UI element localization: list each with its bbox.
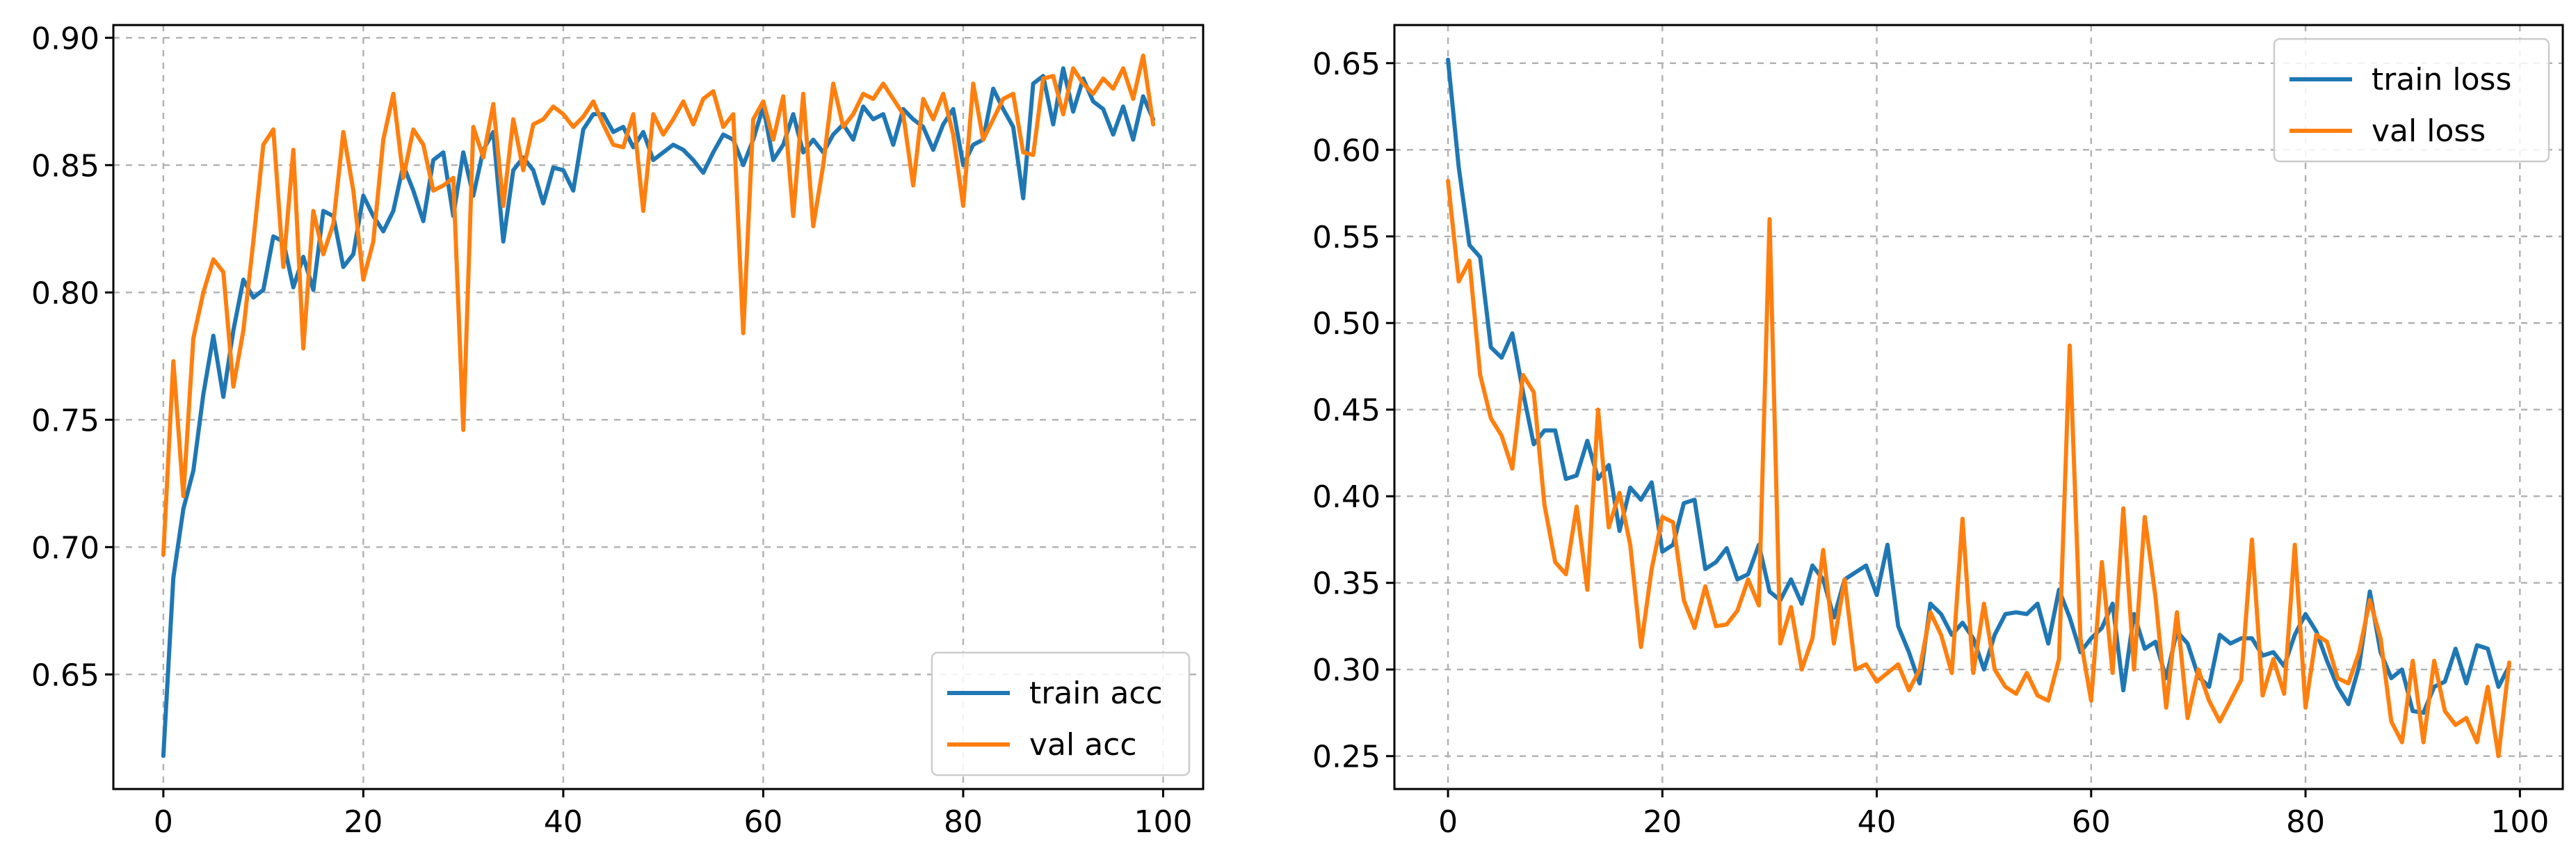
accuracy-ticks: 0 20 40 60 80 100 0.65 0.70 0.75 0.80 0.85 0.90 <box>31 21 1192 840</box>
legend-label-val-acc: val acc <box>1029 727 1137 763</box>
x-tick-label: 0 <box>1438 804 1458 840</box>
y-tick-label: 0.65 <box>31 658 99 693</box>
val-acc-line <box>161 53 1156 557</box>
x-tick-label: 80 <box>944 804 983 840</box>
x-tick-label: 20 <box>344 804 383 840</box>
y-tick-label: 0.75 <box>31 403 99 438</box>
accuracy-legend: train acc val acc <box>931 651 1191 777</box>
val-loss-line <box>1446 179 2511 758</box>
y-tick-label: 0.90 <box>31 21 99 56</box>
x-tick-label: 60 <box>2072 804 2111 840</box>
y-tick-label: 0.50 <box>1312 306 1380 342</box>
y-tick-label: 0.25 <box>1312 740 1380 775</box>
y-tick-label: 0.70 <box>31 530 99 566</box>
y-tick-label: 0.30 <box>1312 653 1380 688</box>
y-tick-label: 0.65 <box>1312 47 1380 82</box>
legend-label-train-loss: train loss <box>2372 62 2511 97</box>
legend-label-val-loss: val loss <box>2372 113 2486 149</box>
loss-chart: 0 20 40 60 80 100 0.25 0.30 0.35 0.40 0.45 0.50 0.55… <box>1312 24 2564 840</box>
accuracy-axes-frame <box>112 24 1205 790</box>
legend-label-train-acc: train acc <box>1029 676 1163 711</box>
y-tick-label: 0.80 <box>31 276 99 311</box>
loss-series-group <box>1446 57 2511 758</box>
y-tick-label: 0.55 <box>1312 220 1380 255</box>
accuracy-grid <box>113 25 1203 789</box>
accuracy-chart: 0 20 40 60 80 100 0.65 0.70 0.75 0.80 0.85 0.90 tra… <box>31 21 1205 840</box>
x-tick-label: 60 <box>743 804 782 840</box>
loss-axes-frame <box>1393 24 2564 790</box>
x-tick-label: 100 <box>2490 804 2549 840</box>
y-tick-label: 0.85 <box>31 148 99 184</box>
x-tick-label: 20 <box>1643 804 1682 840</box>
x-tick-label: 100 <box>1134 804 1193 840</box>
train-acc-line <box>161 66 1156 758</box>
accuracy-series-group <box>161 53 1156 758</box>
x-tick-label: 0 <box>154 804 173 840</box>
loss-legend: train loss val loss <box>2273 38 2550 163</box>
y-tick-label: 0.35 <box>1312 566 1380 602</box>
x-tick-label: 40 <box>1858 804 1897 840</box>
x-tick-label: 40 <box>544 804 583 840</box>
y-tick-label: 0.40 <box>1312 479 1380 515</box>
y-tick-label: 0.60 <box>1312 133 1380 168</box>
x-tick-label: 80 <box>2286 804 2325 840</box>
loss-ticks: 0 20 40 60 80 100 0.25 0.30 0.35 0.40 0.45 0.50 0.55… <box>1312 47 2549 840</box>
y-tick-label: 0.45 <box>1312 393 1380 429</box>
